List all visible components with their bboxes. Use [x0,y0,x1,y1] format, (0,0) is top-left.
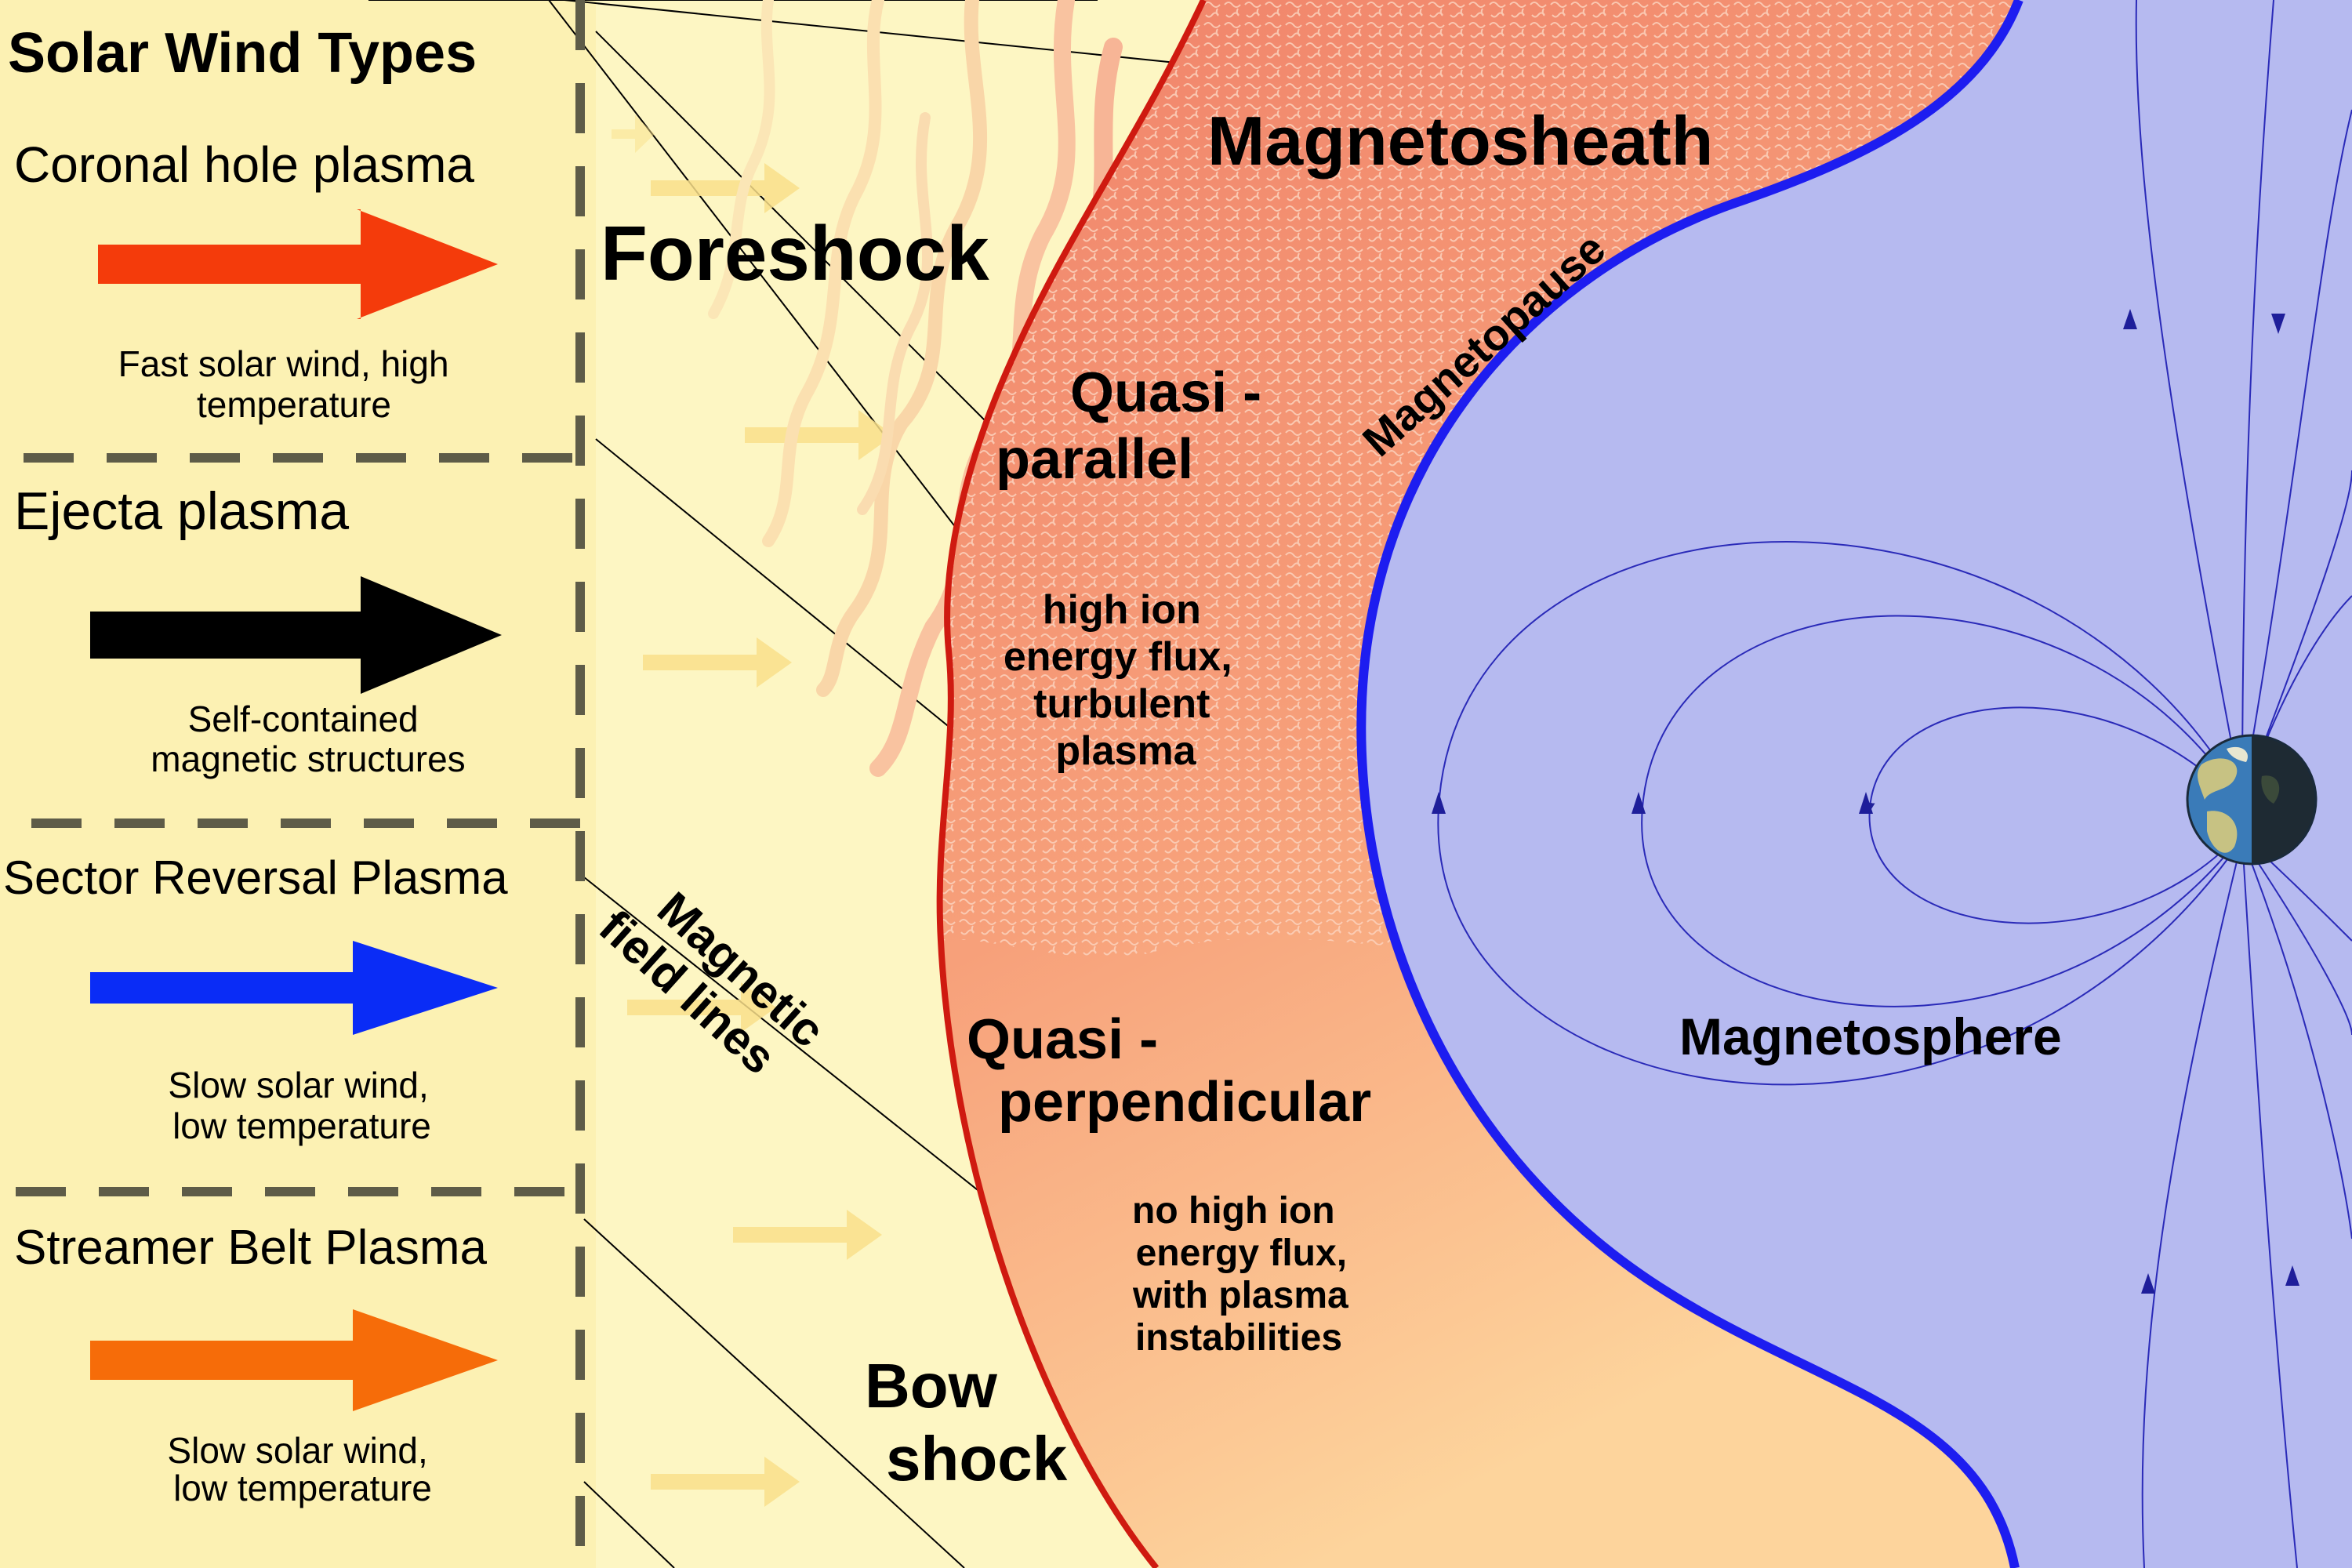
coronal-hole-arrow-icon [98,209,498,319]
earth [2186,734,2318,866]
sector-reversal-arrow-icon [90,941,498,1035]
quasi-parallel-description: high ion energy flux, turbulent plasma [1004,587,1243,774]
magnetic-field-lines [368,0,1177,1568]
ejecta-arrow-icon [90,576,502,694]
legend-dividers [16,0,585,1568]
legend-title: Solar Wind Types [8,22,477,85]
bow-shock-label: Bow shock [865,1351,1068,1494]
solar-wind-flow-arrows [612,115,894,1507]
bow-shock-line [936,0,1207,1568]
legend-item-name: Ejecta plasma [14,481,349,541]
magnetosphere-label: Magnetosphere [1679,1007,2062,1065]
legend-panel-background [0,0,596,1568]
foreshock-label: Foreshock [601,210,989,296]
quasi-perpendicular-description: no high ion energy flux, with plasma ins… [1132,1190,1359,1359]
legend-item-description: Slow solar wind, low temperature [168,1065,438,1146]
quasi-parallel-title: Quasi - parallel [996,361,1277,491]
magnetosheath-label: Magnetosheath [1207,102,1713,180]
magnetosphere-region [1361,0,2352,1568]
legend-item-description: Fast solar wind, high temperature [118,343,459,425]
quasi-perpendicular-title: Quasi - perpendicular [967,1008,1371,1134]
legend-item-name: Streamer Belt Plasma [14,1221,488,1275]
legend-item-name: Sector Reversal Plasma [3,851,508,904]
legend-item-description: Self-contained magnetic structures [151,699,465,779]
magnetopause-line [1356,0,2024,1568]
legend-item-name: Coronal hole plasma [14,136,474,193]
legend-arrows [90,209,502,1411]
legend: Solar Wind Types Coronal hole plasma Fas… [3,22,508,1508]
streamer-belt-arrow-icon [90,1309,498,1411]
legend-item-description: Slow solar wind, low temperature [167,1430,437,1508]
field-line-arrowheads [1432,309,2299,1294]
